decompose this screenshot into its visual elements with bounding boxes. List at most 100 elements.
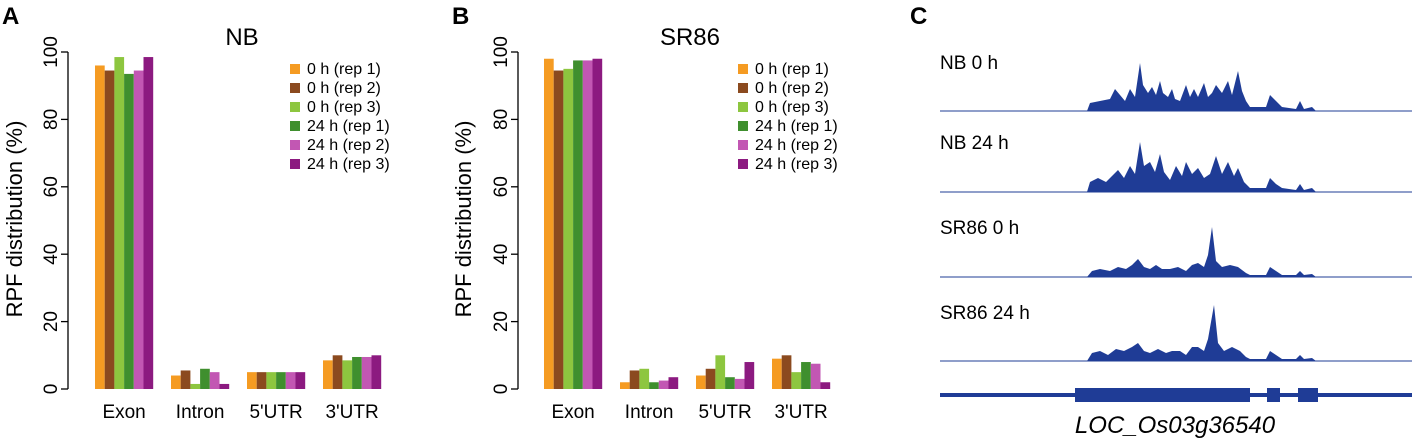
chart-nb: NB RPF distribution (%) 0 20 40 60 80 100 Exo…	[2, 24, 390, 423]
bar-0-1	[553, 70, 564, 389]
legend-label: 0 h (rep 2)	[755, 80, 829, 97]
bar-3-2	[342, 360, 353, 389]
gene-exon	[1267, 388, 1280, 402]
legend-swatch	[738, 159, 748, 169]
x-ticks-nb: Exon Intron 5'UTR 3'UTR	[102, 402, 378, 423]
bar-2-0	[696, 375, 706, 389]
bar-3-0	[772, 358, 782, 389]
y-tick-label: 20	[41, 311, 62, 332]
legend-swatch	[738, 64, 748, 74]
bar-2-3	[725, 377, 735, 389]
bar-3-2	[791, 372, 802, 389]
bar-1-4	[209, 372, 220, 389]
bar-0-0	[544, 58, 554, 390]
legend-swatch	[738, 121, 748, 131]
bar-3-1	[781, 355, 792, 389]
legend-swatch	[290, 121, 300, 131]
x-tick-label: Exon	[102, 402, 145, 423]
bar-2-3	[276, 372, 286, 389]
bar-2-1	[705, 368, 716, 389]
bar-1-1	[629, 370, 640, 389]
y-axis-nb: 0 20 40 60 80 100	[41, 36, 69, 395]
gene-name: LOC_Os03g36540	[1075, 412, 1276, 439]
track-label-sr86-0h: SR86 0 h	[940, 218, 1019, 239]
coverage-area	[1087, 142, 1316, 192]
x-tick-label: Exon	[551, 402, 594, 423]
bar-3-4	[361, 356, 372, 389]
gene-exon	[1298, 388, 1318, 402]
chart-sr86: SR86 RPF distribution (%) 0 20 40 60 80 100 E…	[451, 24, 838, 423]
bar-1-4	[658, 380, 669, 389]
bar-1-5	[219, 383, 230, 389]
x-tick-label: 3'UTR	[325, 402, 378, 423]
x-tick-label: 5'UTR	[249, 402, 302, 423]
coverage-area	[1087, 305, 1316, 361]
bar-0-5	[592, 58, 603, 390]
panel-letter-b: B	[452, 3, 469, 30]
gene-model	[940, 388, 1412, 402]
bar-1-3	[200, 368, 210, 389]
coverage-tracks: NB 0 h NB 24 h SR86 0 h SR86 24 h LOC_Os…	[940, 53, 1412, 439]
bars-sr86	[544, 58, 831, 390]
track-label-sr86-24h: SR86 24 h	[940, 303, 1030, 324]
legend-swatch	[290, 83, 300, 93]
legend-label: 0 h (rep 2)	[307, 80, 381, 97]
legend-swatch	[290, 159, 300, 169]
y-tick-label: 100	[41, 36, 62, 68]
y-tick-label: 80	[491, 109, 512, 130]
y-tick-label: 20	[491, 311, 512, 332]
bar-3-5	[371, 355, 382, 389]
chart-title-sr86: SR86	[660, 24, 720, 51]
legend-sr86: 0 h (rep 1) 0 h (rep 2) 0 h (rep 3) 24 h (r…	[738, 61, 838, 173]
coverage-area	[1087, 227, 1316, 277]
bar-2-5	[744, 362, 755, 389]
x-tick-label: 5'UTR	[698, 402, 751, 423]
bar-0-0	[95, 65, 105, 389]
panel-letter-c: C	[910, 3, 927, 30]
legend-label: 24 h (rep 2)	[755, 137, 838, 154]
y-tick-label: 0	[41, 384, 62, 395]
bar-0-3	[573, 60, 583, 390]
coverage-area	[1087, 63, 1316, 111]
track-label-nb-24h: NB 24 h	[940, 133, 1009, 154]
legend-swatch	[290, 102, 300, 112]
y-tick-label: 60	[41, 176, 62, 197]
legend-label: 24 h (rep 3)	[755, 156, 838, 173]
track-label-nb-0h: NB 0 h	[940, 53, 998, 74]
bar-0-4	[133, 70, 144, 389]
bar-2-4	[285, 372, 296, 389]
bar-3-3	[801, 362, 811, 389]
bar-0-1	[104, 70, 115, 389]
legend-label: 0 h (rep 1)	[755, 61, 829, 78]
legend-label: 0 h (rep 3)	[307, 99, 381, 116]
bar-0-3	[124, 73, 134, 389]
legend-swatch	[738, 140, 748, 150]
bar-1-3	[649, 382, 659, 389]
bar-1-1	[180, 370, 191, 389]
y-tick-label: 40	[41, 244, 62, 265]
bar-3-5	[820, 382, 831, 389]
panel-letter-a: A	[2, 3, 19, 30]
y-axis-sr86: 0 20 40 60 80 100	[491, 36, 519, 395]
bars-nb	[95, 57, 382, 390]
bar-3-3	[352, 356, 362, 389]
bar-2-5	[295, 372, 306, 389]
bar-1-0	[171, 375, 181, 389]
y-axis-label-nb: RPF distribution (%)	[2, 121, 27, 318]
coverage-track-group	[940, 63, 1412, 362]
bar-2-2	[266, 372, 277, 389]
bar-0-2	[563, 68, 574, 389]
legend-label: 24 h (rep 1)	[307, 118, 390, 135]
x-tick-label: 3'UTR	[774, 402, 827, 423]
y-tick-label: 0	[491, 384, 512, 395]
legend-swatch	[738, 83, 748, 93]
y-tick-label: 100	[491, 36, 512, 68]
bar-3-1	[332, 355, 343, 389]
bar-1-2	[639, 368, 650, 389]
x-ticks-sr86: Exon Intron 5'UTR 3'UTR	[551, 402, 827, 423]
legend-swatch	[738, 102, 748, 112]
legend-swatch	[290, 140, 300, 150]
bar-2-1	[256, 372, 267, 389]
legend-nb: 0 h (rep 1) 0 h (rep 2) 0 h (rep 3) 24 h (r…	[290, 61, 390, 173]
